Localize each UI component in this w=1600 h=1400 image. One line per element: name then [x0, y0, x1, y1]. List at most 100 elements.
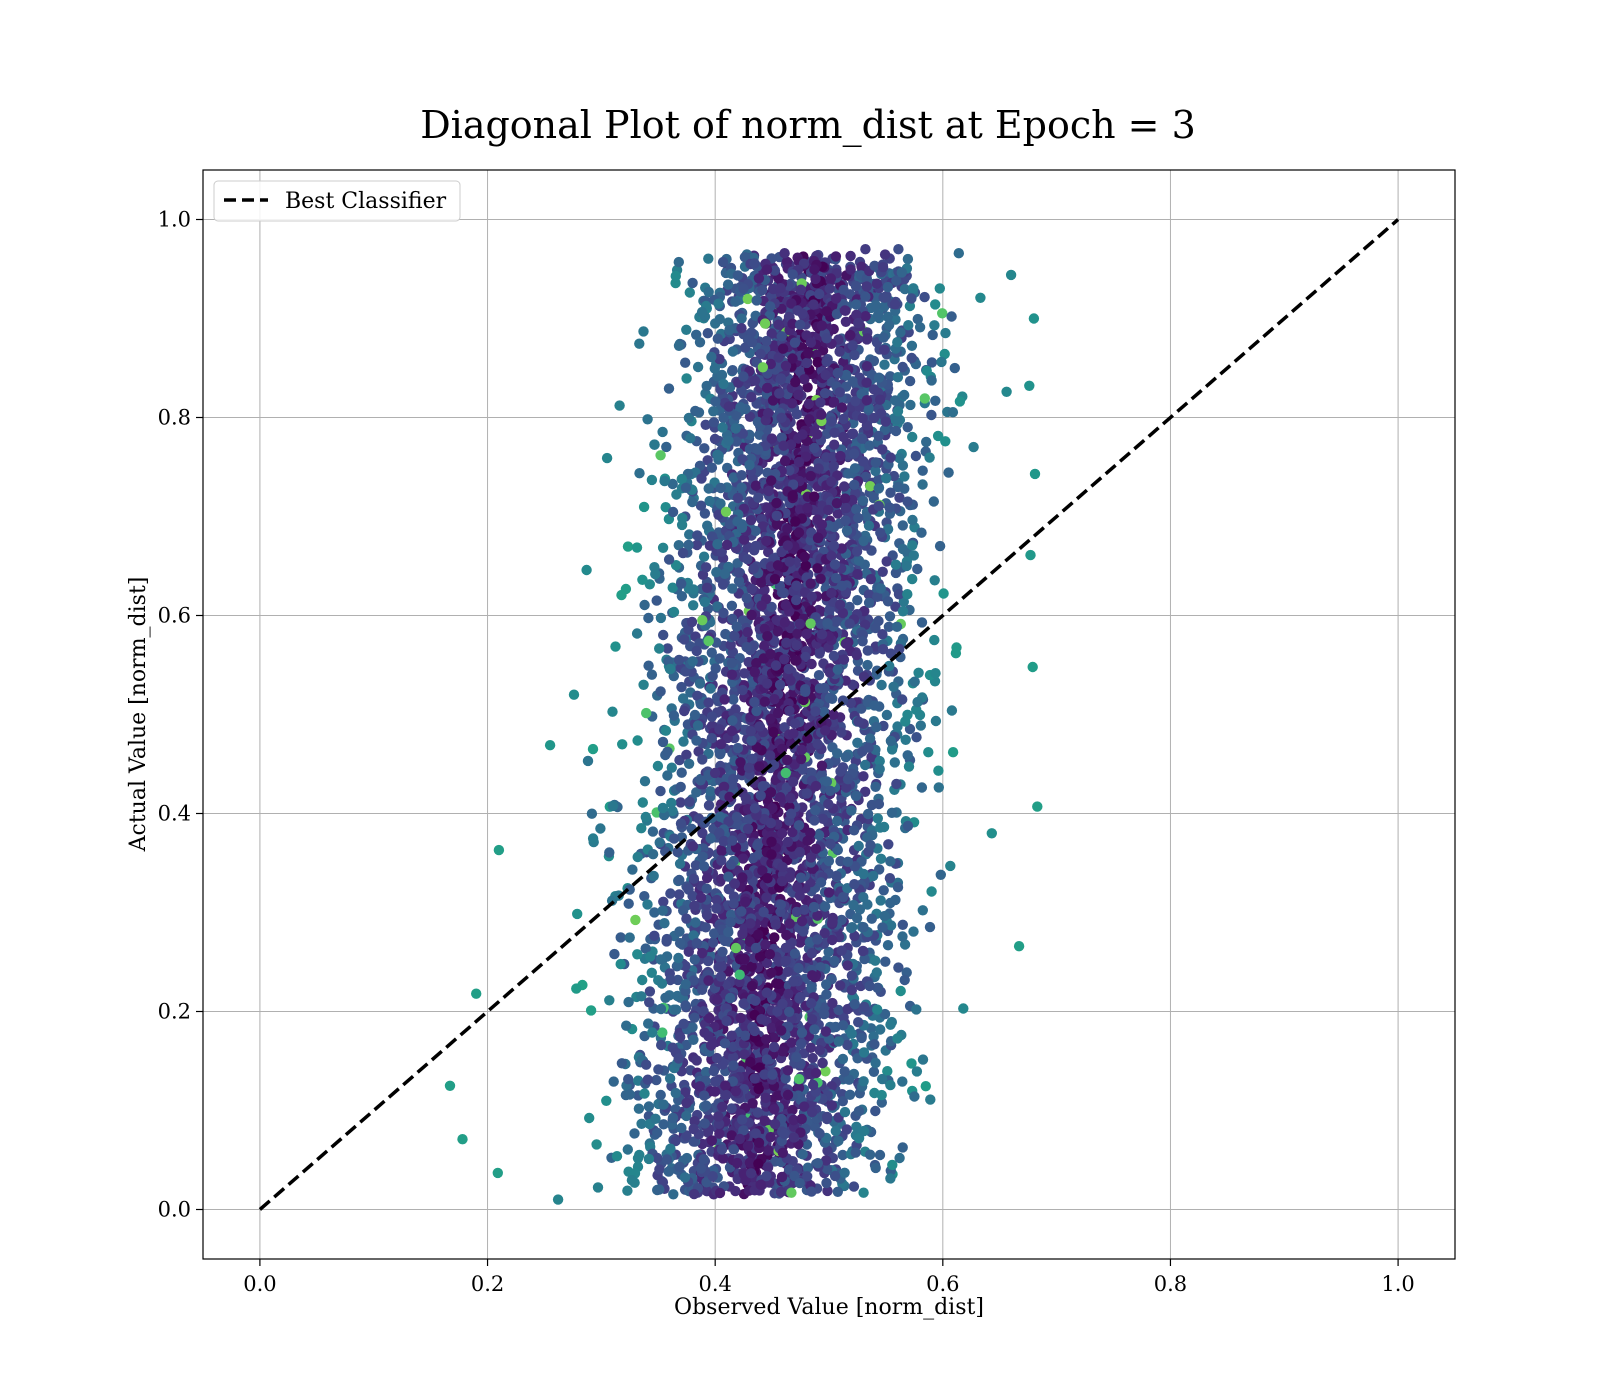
data-point	[727, 346, 739, 357]
data-point	[838, 654, 850, 665]
data-point	[737, 454, 748, 465]
data-point	[706, 1135, 718, 1146]
data-point	[759, 1115, 770, 1127]
data-point	[949, 362, 960, 374]
data-point	[671, 489, 682, 500]
data-point	[836, 543, 847, 554]
data-point	[786, 1037, 797, 1048]
data-point	[909, 1091, 920, 1102]
data-point	[769, 1041, 780, 1053]
data-point	[656, 1039, 667, 1051]
data-point	[765, 1131, 776, 1143]
data-point	[747, 753, 758, 764]
data-point	[819, 928, 830, 939]
data-point	[851, 504, 862, 515]
data-point	[634, 338, 645, 349]
data-point	[912, 313, 923, 325]
data-point	[695, 1163, 707, 1174]
data-point	[730, 423, 741, 434]
data-point	[737, 853, 749, 864]
data-point	[586, 808, 598, 819]
data-point	[703, 1031, 714, 1042]
data-point	[739, 668, 750, 679]
data-point	[775, 283, 786, 294]
data-point	[921, 436, 932, 448]
data-point	[934, 283, 945, 294]
data-point	[885, 920, 897, 931]
data-point	[763, 485, 774, 497]
data-point	[776, 828, 788, 839]
data-point	[745, 515, 757, 526]
data-point	[749, 666, 760, 678]
data-point	[706, 647, 717, 658]
data-point	[726, 1130, 737, 1141]
data-point	[805, 337, 817, 348]
data-point	[769, 265, 781, 276]
data-point	[901, 560, 912, 572]
data-point	[773, 319, 784, 330]
data-point	[701, 380, 712, 392]
data-point	[795, 991, 806, 1003]
data-point	[715, 739, 727, 750]
data-point	[647, 826, 659, 837]
data-point	[744, 411, 756, 422]
data-point	[814, 288, 825, 300]
data-point	[851, 649, 862, 661]
data-point	[892, 481, 903, 493]
data-point	[805, 618, 816, 629]
data-point	[862, 899, 873, 910]
data-point	[827, 997, 838, 1009]
data-point	[858, 868, 869, 880]
data-point	[607, 706, 618, 717]
data-point	[670, 1004, 682, 1015]
data-point	[882, 1066, 893, 1077]
data-point	[884, 660, 895, 672]
data-point	[662, 746, 673, 757]
data-point	[659, 475, 670, 487]
data-point	[755, 348, 766, 360]
data-point	[679, 634, 690, 645]
data-point	[870, 465, 881, 477]
data-point	[717, 1153, 729, 1164]
data-point	[657, 905, 668, 916]
data-point	[817, 813, 829, 824]
data-point	[742, 627, 753, 638]
data-point	[699, 1118, 710, 1129]
data-point	[725, 909, 737, 920]
data-point	[938, 588, 949, 599]
data-point	[786, 1187, 797, 1198]
data-point	[868, 1031, 879, 1042]
data-point	[790, 516, 801, 527]
data-point	[715, 482, 726, 494]
data-point	[894, 452, 905, 464]
data-point	[701, 883, 712, 894]
data-point	[745, 726, 756, 737]
data-point	[740, 1030, 751, 1041]
data-point	[885, 1019, 896, 1030]
data-point	[863, 597, 875, 608]
data-point	[776, 587, 788, 598]
data-point	[761, 957, 773, 969]
data-point	[674, 874, 685, 886]
data-point	[655, 785, 666, 797]
data-point	[687, 841, 699, 852]
data-point	[822, 1163, 833, 1175]
data-point	[826, 587, 837, 599]
data-point	[887, 1159, 898, 1171]
data-point	[637, 974, 648, 986]
data-point	[655, 450, 666, 461]
data-point	[815, 962, 826, 973]
data-point	[701, 909, 713, 921]
data-point	[783, 988, 794, 1000]
data-point	[675, 818, 687, 829]
data-point	[699, 443, 710, 454]
data-point	[943, 467, 954, 478]
data-point	[899, 974, 910, 986]
data-point	[816, 409, 827, 420]
data-point	[742, 823, 754, 834]
data-point	[572, 908, 583, 920]
data-point	[760, 939, 771, 950]
data-point	[648, 870, 659, 882]
data-point	[926, 886, 937, 897]
data-point	[902, 820, 914, 832]
